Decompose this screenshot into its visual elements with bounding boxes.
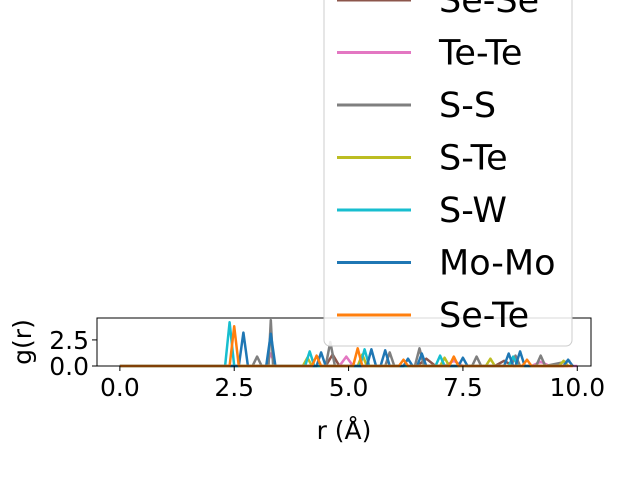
y-axis-label: g(r)	[8, 319, 37, 365]
y-tick-label: 0.0	[49, 352, 89, 381]
legend-item-s-w: S-W	[337, 191, 507, 231]
legend-label: Se-Te	[439, 296, 529, 336]
legend-item-se-se: Se-Se	[337, 0, 539, 21]
y-axis: 0.02.5	[49, 326, 97, 381]
legend-label: Te-Te	[438, 34, 522, 74]
x-tick-label: 7.5	[443, 373, 483, 402]
legend-frame	[323, 0, 573, 347]
legend: Se-Se Te-Te S-S S-Te S-W Mo-Mo Se-Te	[323, 0, 573, 347]
x-tick-label: 10.0	[549, 373, 605, 402]
legend-item-se-te: Se-Te	[337, 296, 529, 336]
x-tick-label: 5.0	[329, 373, 369, 402]
x-tick-label: 2.5	[214, 373, 254, 402]
legend-label: S-Te	[439, 139, 508, 179]
x-tick-label: 0.0	[100, 373, 140, 402]
legend-label: S-W	[439, 191, 507, 231]
x-axis: 0.0 2.5 5.0 7.5 10.0	[100, 366, 605, 402]
y-tick-label: 2.5	[49, 326, 89, 355]
legend-label: Se-Se	[439, 0, 539, 21]
legend-item-s-te: S-Te	[337, 139, 508, 179]
legend-label: Mo-Mo	[439, 244, 556, 284]
legend-item-s-s: S-S	[337, 86, 496, 126]
x-axis-label: r (Å)	[317, 416, 372, 445]
legend-label: S-S	[439, 86, 496, 126]
legend-item-te-te: Te-Te	[337, 34, 522, 74]
legend-item-mo-mo: Mo-Mo	[337, 244, 556, 284]
